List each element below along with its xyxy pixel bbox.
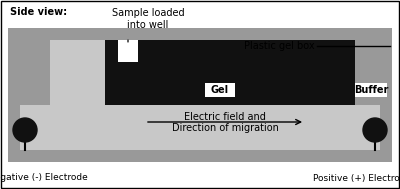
Text: Plastic gel box: Plastic gel box (244, 41, 315, 51)
Bar (105, 40, 355, 105)
Text: Side view:: Side view: (10, 7, 67, 17)
Text: Negative (-) Electrode: Negative (-) Electrode (0, 174, 88, 183)
Circle shape (13, 118, 37, 142)
Text: Sample loaded
into well: Sample loaded into well (112, 8, 184, 30)
Bar (20, 40, 50, 105)
Text: Buffer: Buffer (354, 85, 388, 95)
Text: Electric field and: Electric field and (184, 112, 266, 122)
Text: Gel: Gel (211, 85, 229, 95)
Bar (205, 83, 235, 97)
Bar (20, 105, 380, 150)
Bar (50, 40, 350, 105)
Bar (355, 83, 387, 97)
Text: Positive (+) Electrode: Positive (+) Electrode (313, 174, 400, 183)
Bar (118, 40, 138, 62)
Bar (20, 40, 380, 150)
Circle shape (363, 118, 387, 142)
Bar (8, 28, 20, 162)
Text: Direction of migration: Direction of migration (172, 123, 278, 133)
Bar (350, 40, 380, 105)
Bar (8, 28, 392, 40)
Bar (8, 28, 392, 162)
Bar (380, 28, 392, 162)
Bar (8, 150, 392, 162)
